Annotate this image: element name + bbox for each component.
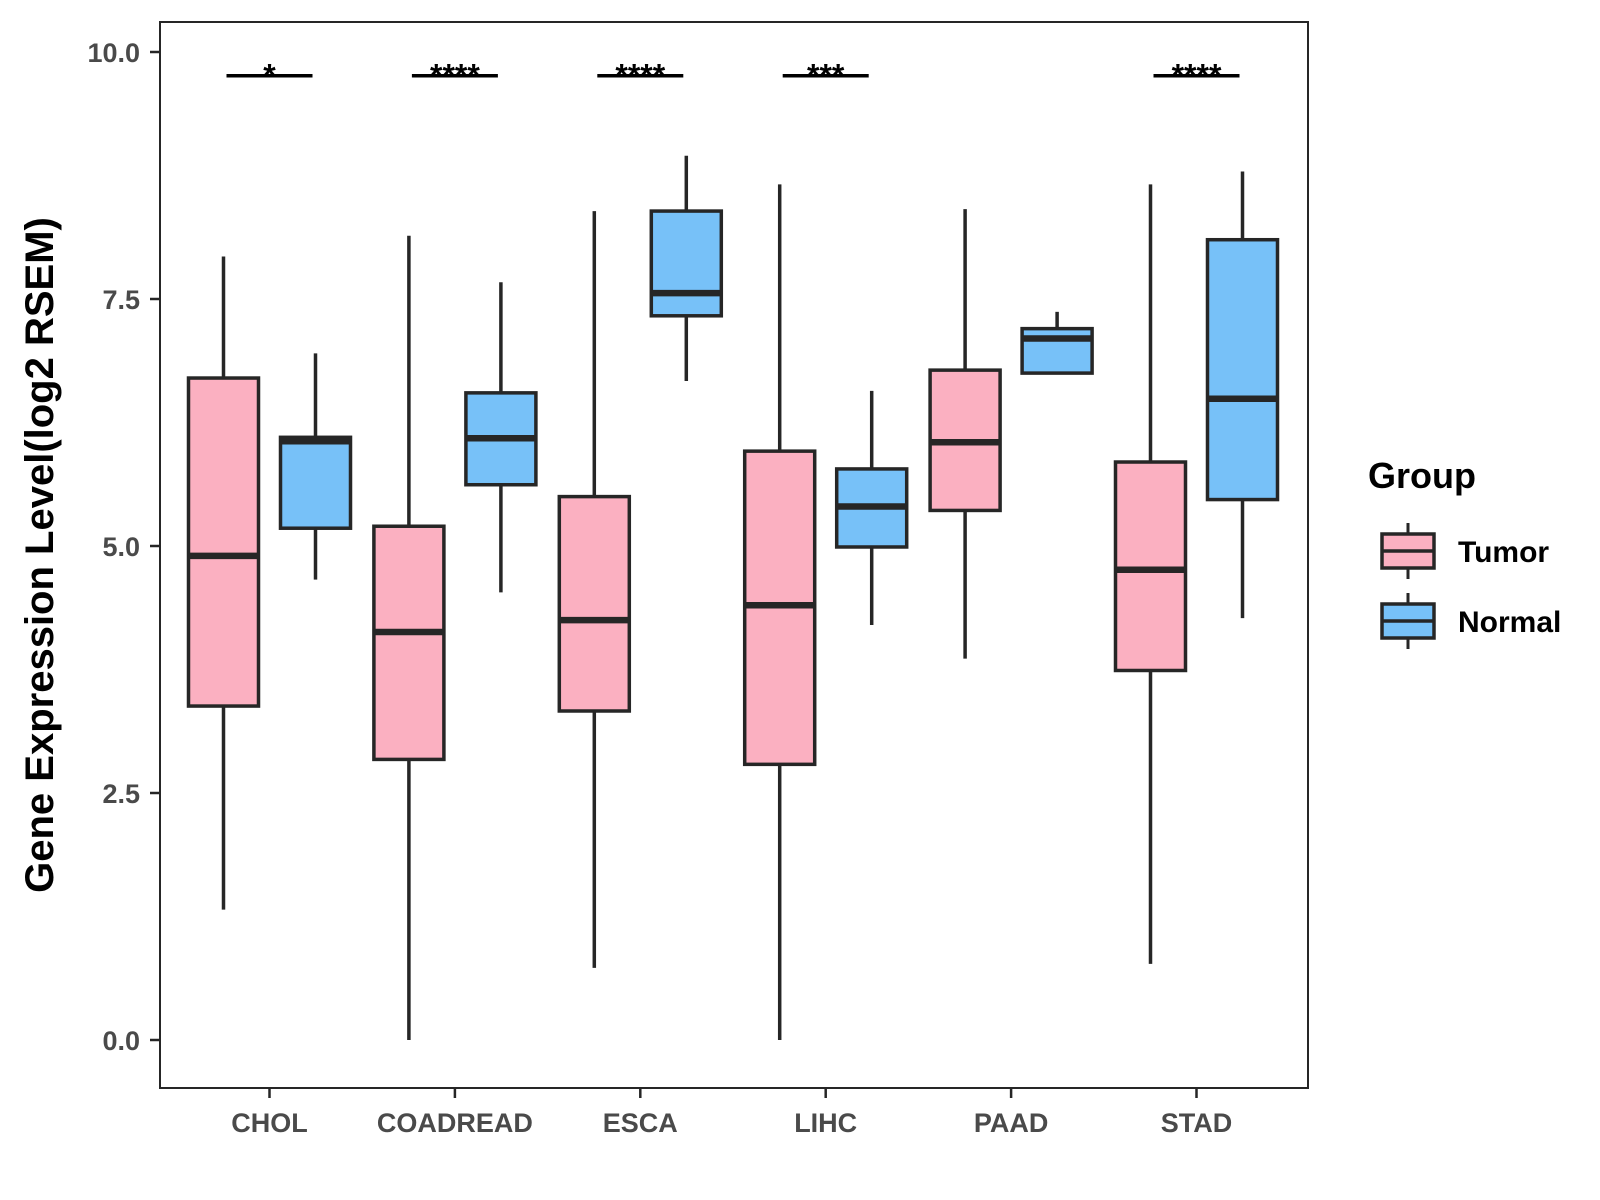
significance-label: *** (807, 58, 845, 94)
box-layer (186, 155, 1280, 1040)
legend-title: Group (1368, 455, 1476, 496)
y-axis-title: Gene Expression Level(log2 RSEM) (18, 217, 62, 893)
y-tick-label: 2.5 (102, 779, 140, 809)
x-tick-label: ESCA (603, 1108, 678, 1138)
x-axis: CHOL COADREAD ESCA LIHC PAAD STAD (231, 1088, 1232, 1138)
box-tumor-paad (928, 209, 1002, 659)
box-normal-coadread (464, 282, 538, 593)
x-tick-label: PAAD (974, 1108, 1049, 1138)
x-tick-label: COADREAD (377, 1108, 533, 1138)
significance-esca: **** (597, 58, 684, 94)
significance-lihc: *** (782, 58, 869, 94)
significance-stad: **** (1153, 58, 1240, 94)
y-tick-label: 7.5 (102, 285, 140, 315)
x-tick-label: CHOL (231, 1108, 308, 1138)
box-body (557, 494, 632, 713)
legend-entry-normal: Normal (1380, 593, 1561, 649)
box-normal-stad (1205, 171, 1280, 619)
box-normal-esca (649, 155, 724, 382)
significance-coadread: **** (411, 58, 498, 94)
box-body (372, 524, 446, 762)
box-tumor-stad (1113, 184, 1188, 964)
legend-label: Normal (1458, 606, 1561, 639)
box-body (186, 376, 261, 708)
x-tick-label: STAD (1161, 1108, 1233, 1138)
significance-label: * (263, 58, 276, 94)
significance-label: **** (430, 58, 480, 94)
significance-layer: * **** **** *** **** (226, 58, 1240, 94)
y-axis: 0.0 2.5 5.0 7.5 10.0 (87, 38, 160, 1056)
legend-entry-tumor: Tumor (1380, 523, 1549, 579)
legend: Group Tumor Normal (1368, 455, 1561, 649)
box-normal-paad (1020, 311, 1094, 375)
box-body (1113, 460, 1188, 673)
box-body (1205, 237, 1280, 502)
x-tick-label: LIHC (794, 1108, 857, 1138)
box-tumor-esca (557, 211, 632, 968)
box-normal-chol (278, 353, 353, 580)
significance-chol: * (226, 58, 313, 94)
box-body (278, 435, 353, 530)
y-tick-label: 0.0 (102, 1026, 140, 1056)
box-body (649, 209, 724, 318)
significance-label: **** (1172, 58, 1222, 94)
panel-border (159, 21, 1309, 1089)
legend-label: Tumor (1458, 536, 1549, 569)
significance-label: **** (615, 58, 665, 94)
y-tick-label: 10.0 (87, 38, 140, 68)
box-tumor-coadread (372, 235, 446, 1040)
y-tick-label: 5.0 (102, 532, 140, 562)
box-normal-lihc (834, 390, 909, 626)
box-tumor-lihc (742, 184, 817, 1040)
box-tumor-chol (186, 256, 261, 910)
